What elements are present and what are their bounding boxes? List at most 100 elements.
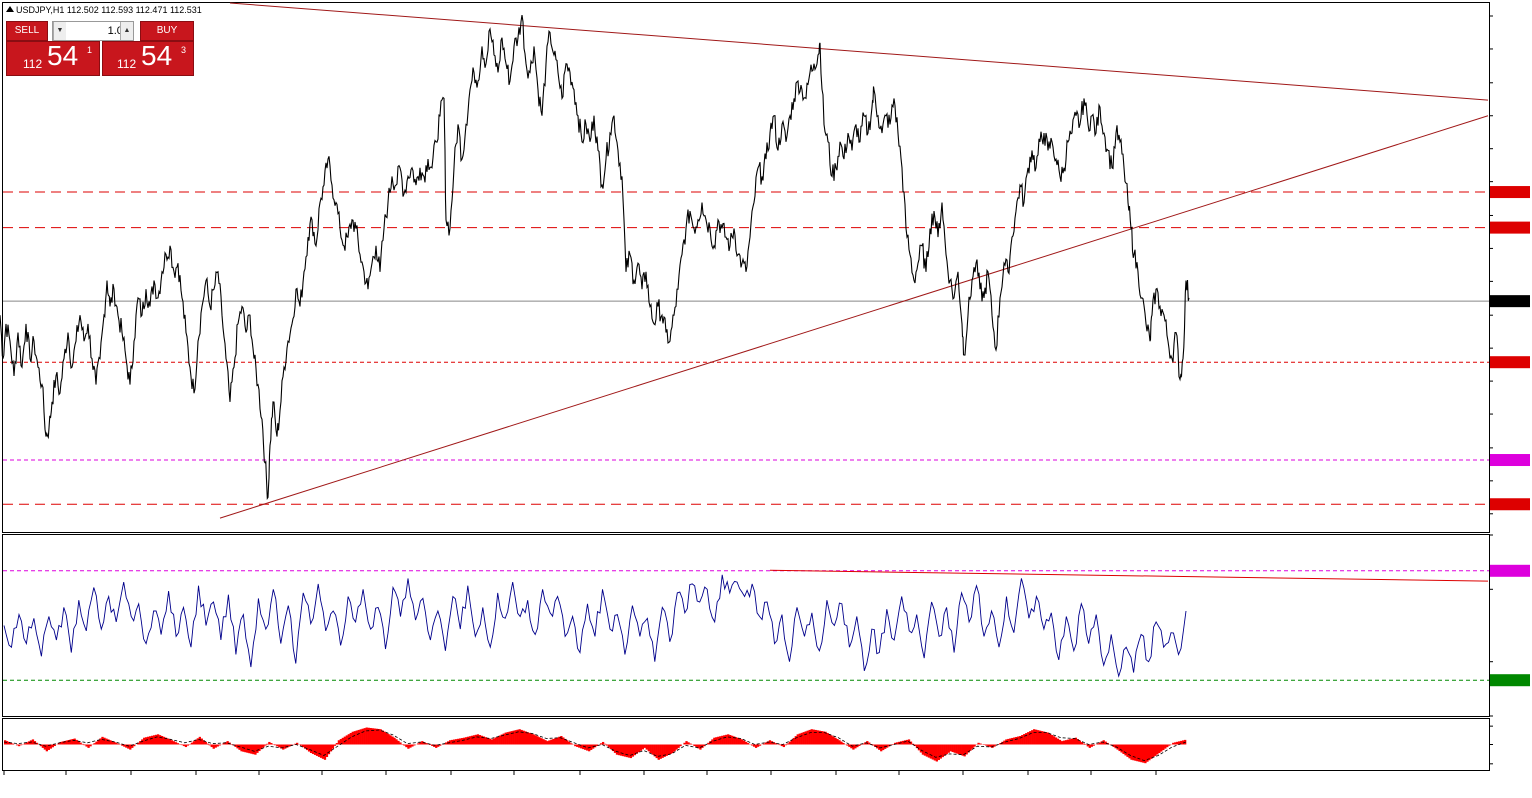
macd-bar <box>969 744 972 751</box>
macd-bar <box>158 735 162 745</box>
macd-bar <box>417 743 420 745</box>
macd-bar <box>270 743 273 745</box>
macd-bar <box>403 744 406 746</box>
macd-bar <box>111 741 114 745</box>
macd-bar <box>359 729 362 745</box>
macd-bar <box>260 744 263 750</box>
price-level-tag <box>1490 454 1530 467</box>
macd-bar <box>750 744 754 746</box>
macd-bar <box>81 743 84 745</box>
macd-bar <box>717 736 720 745</box>
macd-bar <box>607 744 611 748</box>
macd-bar <box>413 744 416 746</box>
macd-bar <box>1058 739 1062 745</box>
macd-bar <box>214 744 217 748</box>
macd-bar <box>238 744 241 750</box>
macd-bar <box>264 744 267 746</box>
macd-bar <box>1144 744 1147 764</box>
macd-bar <box>202 740 205 745</box>
macd-bar <box>601 741 605 745</box>
macd-bar <box>754 744 758 748</box>
macd-bar <box>846 744 849 746</box>
rsi-level-tag <box>1490 564 1530 577</box>
macd-bar <box>756 744 760 747</box>
macd-bar <box>903 740 907 745</box>
macd-bar <box>937 744 940 761</box>
macd-bar <box>460 738 464 745</box>
lot-decrease-icon[interactable]: ▼ <box>53 22 66 40</box>
macd-bar <box>335 743 339 745</box>
macd-bar <box>653 744 656 757</box>
macd-panel <box>3 725 1493 765</box>
macd-bar <box>671 744 674 753</box>
macd-bar <box>474 734 478 745</box>
macd-bar <box>31 739 35 745</box>
lot-increase-icon[interactable]: ▲ <box>120 22 133 40</box>
macd-bar <box>1021 735 1024 745</box>
macd-bar <box>878 744 881 750</box>
macd-bar <box>989 744 992 748</box>
macd-bar <box>421 741 424 745</box>
macd-bar <box>1078 740 1082 745</box>
macd-bar <box>212 744 215 749</box>
macd-bar <box>411 744 414 747</box>
macd-bar <box>439 744 442 746</box>
macd-bar <box>137 742 140 745</box>
macd-bar <box>955 744 958 754</box>
macd-bar <box>711 739 714 745</box>
macd-bar <box>379 729 382 745</box>
macd-bar <box>321 744 325 759</box>
macd-bar <box>772 742 776 745</box>
lot-size-field[interactable]: ▼ 1.00 ▲ <box>52 21 134 41</box>
macd-bar <box>156 734 160 745</box>
macd-bar <box>325 744 329 758</box>
macd-bar <box>1124 744 1127 756</box>
macd-bar <box>1178 741 1181 745</box>
buy-price-prefix: 112 <box>117 57 137 71</box>
macd-bar <box>1011 737 1014 745</box>
macd-bar <box>162 736 166 745</box>
macd-bar <box>909 741 913 745</box>
macd-bar <box>617 744 621 756</box>
macd-bar <box>733 736 736 745</box>
macd-bar <box>913 744 917 746</box>
macd-bar <box>323 744 327 760</box>
trendline <box>229 2 1489 101</box>
macd-bar <box>105 738 108 745</box>
macd-bar <box>512 730 515 745</box>
macd-bar <box>435 744 438 748</box>
macd-bar <box>206 743 209 745</box>
price-level-tag <box>1490 498 1530 511</box>
macd-bar <box>99 738 102 745</box>
macd-bar <box>1150 744 1153 759</box>
macd-bar <box>164 737 168 745</box>
macd-bar <box>262 744 265 748</box>
macd-bar <box>389 735 392 745</box>
sell-button[interactable]: SELL <box>6 21 48 41</box>
macd-bar <box>282 744 285 750</box>
macd-bar <box>858 744 861 746</box>
buy-price-box[interactable]: 112 54 3 <box>102 40 194 76</box>
macd-bar <box>462 737 466 745</box>
macd-bar <box>303 744 307 749</box>
macd-bar <box>796 734 799 745</box>
macd-bar <box>526 732 529 745</box>
buy-button[interactable]: BUY <box>140 21 194 41</box>
macd-bar <box>814 729 817 745</box>
macd-bar <box>895 742 899 745</box>
macd-bar <box>985 744 988 746</box>
macd-bar <box>643 744 646 748</box>
macd-bar <box>349 732 352 745</box>
macd-bar <box>816 730 819 745</box>
macd-bar <box>953 744 956 753</box>
macd-bar <box>651 744 654 755</box>
macd-bar <box>472 735 476 745</box>
symbol-menu-icon[interactable] <box>6 6 14 12</box>
macd-bar <box>93 743 96 745</box>
macd-bar <box>935 744 938 762</box>
sell-price-box[interactable]: 112 54 1 <box>6 40 100 76</box>
macd-bar <box>715 737 718 745</box>
macd-bar <box>385 732 388 745</box>
macd-bar <box>331 744 335 749</box>
macd-bar <box>812 729 815 745</box>
